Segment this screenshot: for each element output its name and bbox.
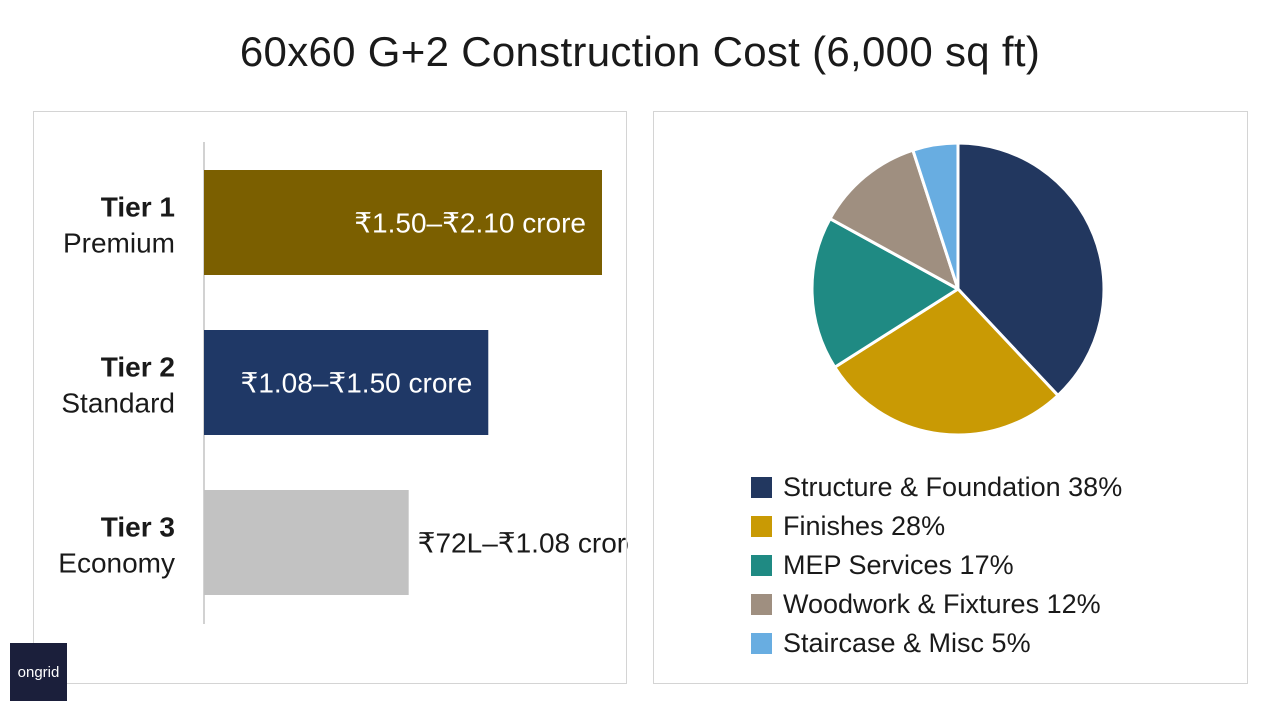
pie-chart <box>810 141 1106 437</box>
bar-chart-panel: Tier 1 Premium ₹1.50–₹2.10 crore Tier 2 Stan… <box>33 111 628 684</box>
legend-swatch <box>751 594 772 615</box>
pie-chart-panel: Structure & Foundation 38% Finishes 28% ME… <box>653 111 1248 684</box>
legend-item: Structure & Foundation 38% <box>751 468 1122 507</box>
legend-item: Finishes 28% <box>751 507 1122 546</box>
legend-swatch <box>751 477 772 498</box>
pie-slice-3 <box>810 217 960 369</box>
bar-chart: Tier 1 Premium ₹1.50–₹2.10 crore Tier 2 Stan… <box>58 142 628 624</box>
legend-label: MEP Services 17% <box>783 550 1014 580</box>
pie-slice-4 <box>828 148 960 291</box>
bar-1 <box>204 170 602 275</box>
bar-category-tier: Tier 2 <box>101 352 175 383</box>
legend-item: Staircase & Misc 5% <box>751 624 1122 663</box>
bar-category-name: Standard <box>61 388 175 419</box>
pie-slice-5 <box>911 141 960 291</box>
page-title: 60x60 G+2 Construction Cost (6,000 sq ft… <box>239 28 1041 75</box>
legend-item: MEP Services 17% <box>751 546 1122 585</box>
brand-logo-text: ongrid <box>17 663 60 681</box>
bar-3 <box>204 490 409 595</box>
pie-slice-1 <box>956 141 1106 397</box>
legend-label: Structure & Foundation 38% <box>783 472 1123 502</box>
legend-swatch <box>751 516 772 537</box>
bar-value-label: ₹1.50–₹2.10 crore <box>354 208 586 239</box>
bar-value-label: ₹72L–₹1.08 crore <box>418 528 628 559</box>
legend-label: Finishes 28% <box>783 511 946 541</box>
pie-legend: Structure & Foundation 38% Finishes 28% ME… <box>751 468 1122 663</box>
legend-swatch <box>751 555 772 576</box>
legend-label: Staircase & Misc 5% <box>783 628 1031 658</box>
legend-swatch <box>751 633 772 654</box>
legend-label: Woodwork & Fixtures 12% <box>783 589 1101 619</box>
bar-2 <box>204 330 489 435</box>
bar-category-tier: Tier 1 <box>101 192 175 223</box>
pie-slice-2 <box>833 287 1060 437</box>
bar-category-name: Premium <box>63 228 175 259</box>
bar-value-label: ₹1.08–₹1.50 crore <box>241 368 473 399</box>
brand-logo: ongrid <box>10 643 67 701</box>
legend-item: Woodwork & Fixtures 12% <box>751 585 1122 624</box>
bar-category-tier: Tier 3 <box>101 512 175 543</box>
bar-category-name: Economy <box>58 548 175 579</box>
